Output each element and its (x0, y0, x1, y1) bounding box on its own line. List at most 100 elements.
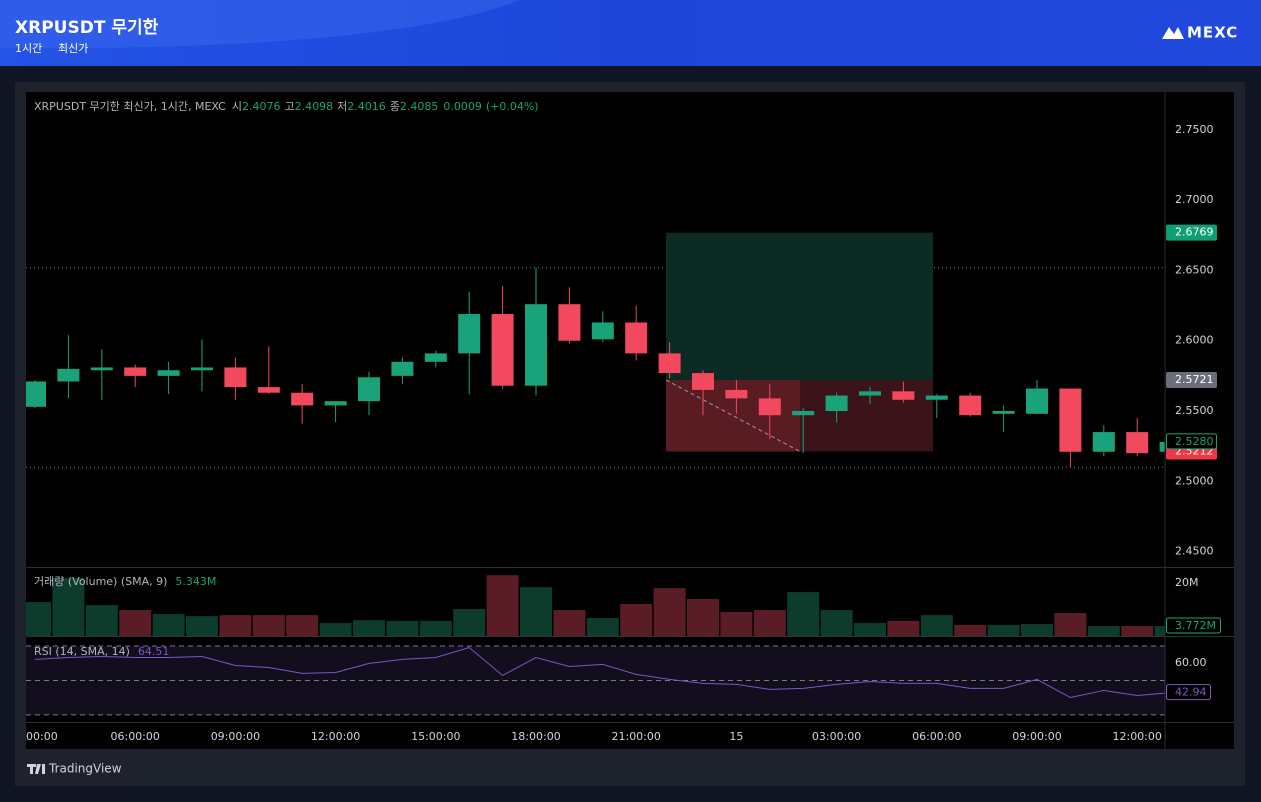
header-price-type: 최신가 (58, 42, 88, 55)
candle-body (792, 411, 815, 416)
x-tick-label: 15:00:00 (411, 730, 460, 743)
candle-body (57, 368, 80, 382)
candle-body (26, 381, 46, 407)
legend-ohlc-label: 저 (337, 100, 347, 113)
volume-bar (653, 588, 686, 636)
candle-body (157, 370, 180, 376)
volume-bar (954, 624, 987, 636)
candle-body (391, 361, 414, 376)
y-tick-label: 2.5000 (1175, 474, 1214, 487)
x-tick-label: 12:00:00 (1112, 730, 1161, 743)
header-interval: 1시간 (15, 42, 42, 55)
legend: RSI (14, SMA, 14) 64.51 (34, 645, 169, 658)
price-label: 2.5721 (1175, 373, 1214, 386)
volume-bar (586, 618, 619, 636)
candle-body (1026, 388, 1048, 414)
candle-body (825, 395, 848, 412)
candle-body (291, 392, 314, 406)
candle-body (358, 377, 380, 402)
legend-value: 64.51 (138, 645, 170, 658)
volume-bar (553, 610, 586, 636)
y-tick-label: 2.5500 (1175, 404, 1214, 417)
x-tick-label: 00:00 (26, 730, 58, 743)
x-tick-label: 06:00:00 (912, 730, 961, 743)
volume-bar (920, 615, 953, 636)
last-price-label: 2.5280 (1175, 435, 1214, 448)
y-tick-label: 2.6500 (1175, 263, 1214, 276)
legend-ohlc-label: 종 (390, 100, 400, 113)
legend-title: RSI (14, SMA, 14) (34, 645, 130, 658)
candle-body (224, 367, 247, 388)
candle-body (658, 353, 681, 374)
volume-bar (319, 623, 352, 636)
volume-bar (753, 610, 786, 636)
legend-change-pct: (+0.04%) (486, 100, 539, 113)
y-tick-label: 2.4500 (1175, 545, 1214, 558)
legend-ohlc-value: 2.4085 (400, 100, 439, 113)
volume-bar (854, 623, 886, 636)
chart-area (26, 92, 1234, 749)
legend-ohlc-value: 2.4098 (295, 100, 334, 113)
rsi-line (34, 646, 1165, 699)
legend-title: XRPUSDT 무기한 최신가, 1시간, MEXC (34, 100, 226, 113)
volume-bar (987, 624, 1020, 636)
rsi-last-box (1166, 684, 1211, 701)
legend: 거래량 (Volume) (SMA, 9) 5.343M (34, 575, 216, 588)
candle-body (558, 304, 581, 341)
volume-bar (26, 602, 51, 636)
volume-bar (486, 575, 519, 636)
volume-bar (1054, 612, 1087, 636)
price-box (1166, 371, 1217, 388)
volume-bar (186, 616, 218, 636)
brand: MEXC (1187, 24, 1238, 42)
volume-bar (419, 620, 452, 636)
candle-body (491, 314, 514, 386)
volume-bar (687, 598, 719, 636)
y-tick-label: 2.6000 (1175, 334, 1214, 347)
volume-bar (1121, 625, 1154, 636)
volume-bar (286, 615, 319, 636)
volume-bar (85, 605, 118, 636)
candle-body (424, 353, 447, 362)
x-tick-label: 09:00:00 (211, 730, 260, 743)
candle-body (124, 367, 147, 376)
header-wave (0, 0, 520, 49)
candle-body (992, 411, 1015, 414)
x-tick-label: 21:00:00 (611, 730, 660, 743)
volume-bar (52, 578, 85, 636)
candle-body (859, 391, 881, 396)
candle-body (892, 391, 915, 400)
volume-bar (219, 615, 252, 636)
brand-logo (1162, 27, 1184, 39)
volume-bar (820, 610, 853, 636)
candle-body (591, 322, 614, 340)
volume-bar (720, 611, 753, 636)
legend-ohlc-value: 2.4016 (347, 100, 386, 113)
x-tick-label: 09:00:00 (1012, 730, 1061, 743)
volume-bar (887, 620, 920, 636)
candle-body (1092, 432, 1115, 452)
volume-bar (620, 603, 653, 636)
volume-last-box (1166, 617, 1221, 634)
legend-change: 0.0009 (443, 100, 482, 113)
candle-body (324, 401, 347, 406)
header-bar (0, 0, 1261, 66)
legend-value: 5.343M (175, 575, 216, 588)
footer-brand: TradingView (48, 762, 122, 776)
candle-body (959, 395, 982, 416)
volume-bar (1021, 624, 1053, 636)
legend-ohlc-value: 2.4076 (242, 100, 281, 113)
volume-bar (252, 615, 285, 636)
y-tick-label: 2.7500 (1175, 123, 1214, 136)
last-price-box (1166, 433, 1217, 450)
y-tick-label: 20M (1175, 576, 1199, 589)
candle-body (458, 314, 481, 354)
rsi-last-label: 42.94 (1175, 686, 1207, 699)
x-tick-label: 12:00:00 (311, 730, 360, 743)
volume-bar (453, 609, 486, 636)
volume-bar (119, 610, 152, 636)
candle-body (1059, 388, 1082, 452)
price-box (1166, 224, 1217, 241)
